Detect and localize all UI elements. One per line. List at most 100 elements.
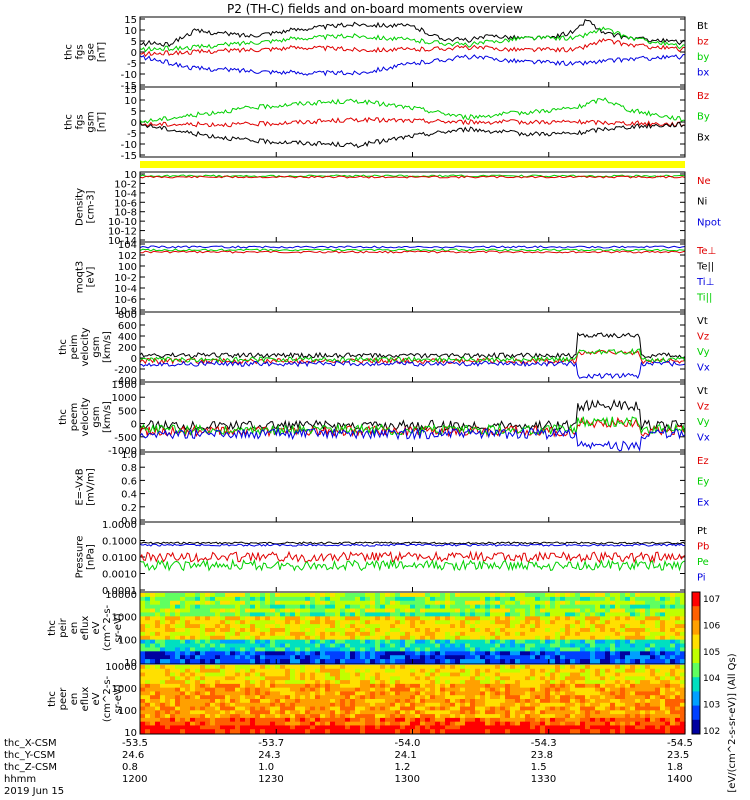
heatmap-cell — [195, 702, 201, 708]
heatmap-cell — [405, 725, 411, 730]
heatmap-cell — [405, 635, 411, 641]
heatmap-cell — [575, 635, 581, 641]
heatmap-cell — [615, 714, 621, 719]
heatmap-cell — [600, 631, 606, 637]
ytick-label: 0 — [131, 48, 137, 59]
ylabel-line: thc — [58, 409, 69, 425]
heatmap-cell — [185, 616, 191, 621]
heatmap-cell — [650, 687, 656, 693]
heatmap-cell — [505, 680, 511, 685]
heatmap-cell — [675, 620, 681, 625]
heatmap-cell — [365, 717, 371, 723]
heatmap-cell — [370, 672, 376, 677]
heatmap-cell — [145, 639, 151, 645]
heatmap-cell — [270, 717, 276, 723]
heatmap-cell — [215, 729, 221, 734]
heatmap-cell — [290, 717, 296, 723]
heatmap-cell — [215, 699, 221, 704]
heatmap-cell — [360, 710, 366, 715]
heatmap-cell — [530, 721, 536, 727]
heatmap-cell — [235, 668, 241, 674]
heatmap-cell — [265, 647, 271, 652]
heatmap-cell — [240, 604, 246, 610]
heatmap-cell — [575, 680, 581, 685]
heatmap-cell — [485, 604, 491, 610]
heatmap-cell — [285, 608, 291, 614]
heatmap-cell — [170, 635, 176, 641]
heatmap-cell — [495, 604, 501, 610]
heatmap-cell — [320, 721, 326, 727]
legend-label: Ti|| — [696, 293, 712, 304]
legend-label: by — [697, 52, 709, 63]
heatmap-cell — [590, 647, 596, 652]
heatmap-cell — [625, 706, 631, 711]
heatmap-cell — [455, 717, 461, 723]
heatmap-cell — [360, 725, 366, 730]
heatmap-cell — [385, 676, 391, 681]
heatmap-cell — [470, 725, 476, 730]
heatmap-cell — [375, 647, 381, 652]
heatmap-cell — [360, 616, 366, 621]
heatmap-cell — [190, 647, 196, 652]
heatmap-cell — [320, 687, 326, 693]
heatmap-cell — [540, 706, 546, 711]
heatmap-cell — [185, 647, 191, 652]
series-line — [139, 116, 686, 128]
heatmap-cell — [580, 687, 586, 693]
heatmap-cell — [520, 702, 526, 708]
heatmap-cell — [305, 596, 311, 602]
heatmap-cell — [250, 721, 256, 727]
heatmap-cell — [600, 643, 606, 649]
heatmap-cell — [170, 639, 176, 645]
heatmap-cell — [655, 702, 661, 708]
heatmap-cell — [440, 596, 446, 602]
heatmap-cell — [540, 714, 546, 719]
heatmap-cell — [615, 643, 621, 649]
heatmap-cell — [215, 600, 221, 606]
heatmap-cell — [320, 596, 326, 602]
heatmap-cell — [140, 600, 146, 606]
heatmap-cell — [570, 668, 576, 674]
heatmap-cell — [190, 717, 196, 723]
heatmap-cell — [435, 683, 441, 689]
heatmap-cell — [345, 643, 351, 649]
heatmap-cell — [515, 596, 521, 602]
heatmap-cell — [650, 600, 656, 606]
heatmap-cell — [290, 608, 296, 614]
colorbar-swatch — [692, 705, 700, 721]
heatmap-cell — [620, 639, 626, 645]
heatmap-cell — [560, 624, 566, 629]
heatmap-cell — [395, 655, 401, 660]
heatmap-cell — [415, 668, 421, 674]
heatmap-cell — [430, 729, 436, 734]
heatmap-cell — [555, 725, 561, 730]
heatmap-cell — [220, 593, 226, 598]
heatmap-cell — [565, 721, 571, 727]
heatmap-cell — [620, 643, 626, 649]
heatmap-cell — [605, 596, 611, 602]
heatmap-cell — [255, 612, 261, 617]
heatmap-cell — [155, 725, 161, 730]
heatmap-cell — [465, 729, 471, 734]
heatmap-cell — [370, 647, 376, 652]
heatmap-cell — [215, 725, 221, 730]
heatmap-cell — [145, 600, 151, 606]
heatmap-cell — [635, 710, 641, 715]
heatmap-cell — [400, 635, 406, 641]
series-line — [139, 175, 686, 179]
heatmap-cell — [185, 676, 191, 681]
heatmap-cell — [195, 668, 201, 674]
heatmap-cell — [480, 647, 486, 652]
heatmap-cell — [365, 710, 371, 715]
heatmap-cell — [370, 717, 376, 723]
heatmap-cell — [405, 620, 411, 625]
heatmap-cell — [395, 624, 401, 629]
heatmap-cell — [320, 600, 326, 606]
heatmap-cell — [660, 676, 666, 681]
heatmap-cell — [650, 593, 656, 598]
heatmap-cell — [640, 717, 646, 723]
heatmap-cell — [260, 655, 266, 660]
heatmap-cell — [680, 659, 686, 664]
heatmap-cell — [320, 729, 326, 734]
heatmap-cell — [305, 680, 311, 685]
